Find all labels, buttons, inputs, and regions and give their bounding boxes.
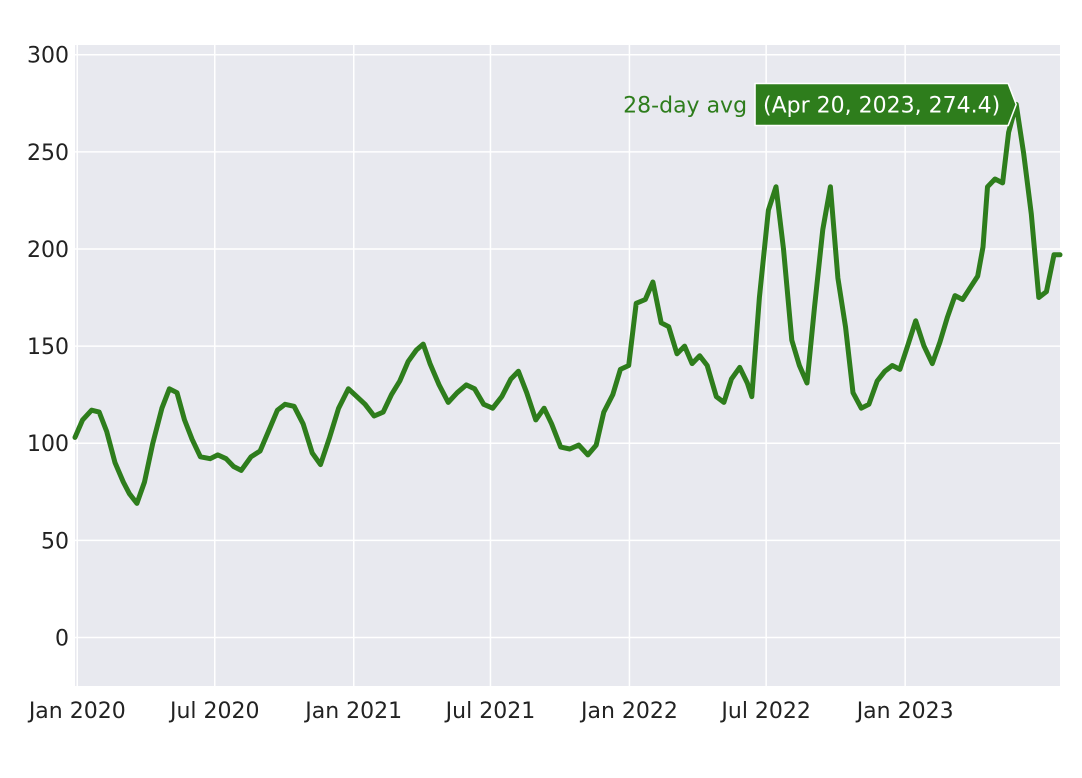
x-tick-label: Jul 2020 [168,699,260,724]
y-tick-label: 150 [27,335,69,360]
y-tick-label: 300 [27,44,69,69]
hover-box [754,82,1017,127]
hover-tooltip: (Apr 20, 2023, 274.4) 28-day avg [623,82,1017,127]
y-tick-label: 200 [27,238,69,263]
grid-lines [75,45,1060,686]
x-tick-label: Jul 2021 [444,699,536,724]
series-layer [72,101,1063,506]
series-line[interactable] [72,101,1063,506]
axis-labels: 0 50 100 150 200 250 300 Jan 2020 Jul 2020 Jan 20… [27,44,954,724]
x-tick-label: Jul 2022 [719,699,811,724]
hover-series-name: 28-day avg [623,93,747,118]
x-tick-label: Jan 2022 [579,699,678,724]
y-tick-label: 250 [27,141,69,166]
y-tick-label: 0 [55,626,69,651]
y-tick-label: 100 [27,432,69,457]
hover-value-label: (Apr 20, 2023, 274.4) [763,93,1000,118]
x-tick-label: Jan 2021 [303,699,402,724]
plot-area[interactable] [75,45,1060,686]
y-tick-label: 50 [41,529,69,554]
x-tick-label: Jan 2020 [27,699,126,724]
x-tick-label: Jan 2023 [855,699,954,724]
